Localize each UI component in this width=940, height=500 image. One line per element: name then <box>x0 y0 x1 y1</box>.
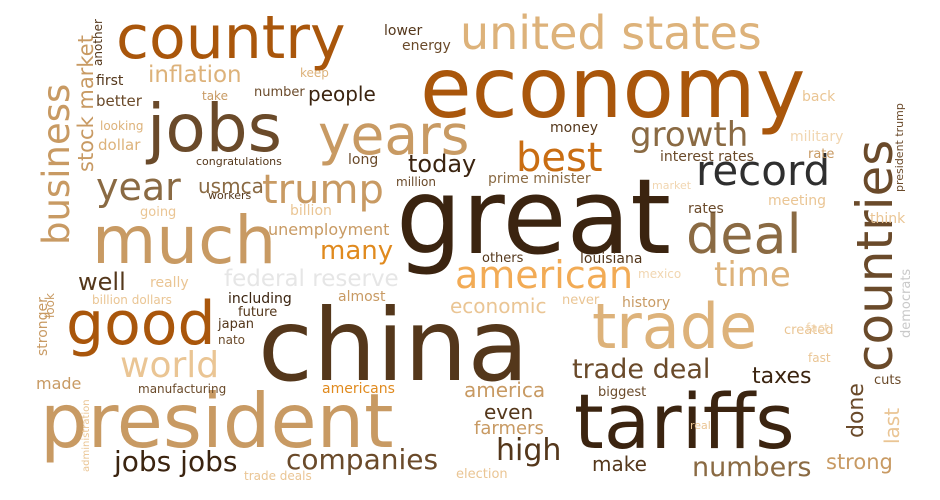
word-today: today <box>408 150 477 178</box>
word-last: last <box>880 407 904 444</box>
word-never: never <box>562 293 600 308</box>
word-money: money <box>550 120 598 136</box>
word-president: president <box>40 377 394 465</box>
word-interest-rates: interest rates <box>660 149 754 165</box>
word-first: first <box>96 73 124 89</box>
word-stronger: stronger <box>35 297 51 356</box>
word-japan: japan <box>218 317 255 332</box>
word-federal-reserve: federal reserve <box>224 266 399 292</box>
word-americans: americans <box>322 381 395 397</box>
word-growth: growth <box>630 115 749 155</box>
word-economy: economy <box>420 39 806 137</box>
word-manufacturing: manufacturing <box>138 382 227 396</box>
word-nato: nato <box>218 333 246 347</box>
word-american: american <box>455 253 634 297</box>
word-billion: billion <box>290 203 332 219</box>
word-done: done <box>844 383 869 438</box>
word-market: market <box>652 179 692 192</box>
word-fact: fact <box>806 321 829 335</box>
word-rate: rate <box>808 147 835 162</box>
word-almost: almost <box>338 289 386 305</box>
word-inflation: inflation <box>148 62 242 88</box>
word-louisiana: louisiana <box>580 251 643 267</box>
word-energy: energy <box>402 38 451 54</box>
word-great: great <box>396 156 671 278</box>
word-strong: strong <box>826 450 893 474</box>
word-including: including <box>228 291 292 307</box>
word-companies: companies <box>286 443 439 476</box>
word-others: others <box>482 251 524 266</box>
word-well: well <box>78 268 126 296</box>
word-years: years <box>318 103 470 167</box>
word-election: election <box>456 467 508 482</box>
word-take: take <box>202 89 228 103</box>
word-unemployment: unemployment <box>268 220 390 239</box>
word-trade-deals: trade deals <box>244 469 312 483</box>
word-long: long <box>348 152 379 168</box>
word-record: record <box>696 146 831 195</box>
word-china: china <box>258 287 529 404</box>
word-trade: trade <box>592 290 758 363</box>
word-better: better <box>96 92 142 110</box>
word-rates: rates <box>688 201 724 217</box>
word-back: back <box>802 89 836 105</box>
word-million: million <box>396 175 436 189</box>
word-workers: workers <box>208 189 252 202</box>
word-dollar: dollar <box>98 136 141 154</box>
word-people: people <box>308 82 376 106</box>
word-made: made <box>36 374 82 393</box>
word-usmca: usmca <box>198 174 264 198</box>
word-created: created <box>784 323 834 338</box>
word-world: world <box>120 345 220 386</box>
word-history: history <box>622 295 671 311</box>
word-economic: economic <box>450 294 547 318</box>
word-think: think <box>870 211 906 227</box>
word-biggest: biggest <box>598 385 647 400</box>
word-meeting: meeting <box>768 193 827 209</box>
word-jobs-jobs: jobs jobs <box>114 445 238 478</box>
word-real: real <box>690 419 711 432</box>
word-make: make <box>592 452 647 476</box>
word-jobs: jobs <box>147 90 282 167</box>
word-trump: trump <box>262 167 384 213</box>
word-looking: looking <box>100 119 144 133</box>
word-billion-dollars: billion dollars <box>92 293 172 307</box>
word-going: going <box>140 205 177 220</box>
word-president-trump: president trump <box>893 103 906 192</box>
word-really: really <box>150 275 189 291</box>
word-mexico: mexico <box>638 267 682 281</box>
word-america: america <box>464 378 546 402</box>
word-business: business <box>35 83 78 245</box>
word-keep: keep <box>300 66 329 80</box>
word-numbers: numbers <box>692 452 812 483</box>
word-best: best <box>516 135 603 181</box>
word-farmers: farmers <box>474 418 544 439</box>
word-deal: deal <box>686 203 802 266</box>
word-trade-deal: trade deal <box>572 354 711 385</box>
word-lower: lower <box>384 23 423 39</box>
word-much: much <box>92 202 277 279</box>
word-future: future <box>238 305 278 320</box>
word-military: military <box>790 129 844 145</box>
word-democrats: democrats <box>899 268 914 338</box>
word-even: even <box>484 400 534 424</box>
word-administration: administration <box>81 399 92 472</box>
word-number: number <box>254 85 305 100</box>
word-good: good <box>66 289 216 359</box>
word-tariffs: tariffs <box>574 377 795 466</box>
word-taxes: taxes <box>752 364 812 389</box>
word-united-states: united states <box>460 6 762 60</box>
word-another: another <box>91 19 105 66</box>
word-many: many <box>320 236 394 266</box>
word-congratulations: congratulations <box>196 155 282 168</box>
word-prime-minister: prime minister <box>488 171 591 187</box>
word-country: country <box>116 3 346 73</box>
word-year: year <box>96 165 181 209</box>
word-high: high <box>496 433 562 468</box>
word-time: time <box>714 255 791 295</box>
word-cuts: cuts <box>874 373 902 388</box>
word-fast: fast <box>808 351 831 365</box>
